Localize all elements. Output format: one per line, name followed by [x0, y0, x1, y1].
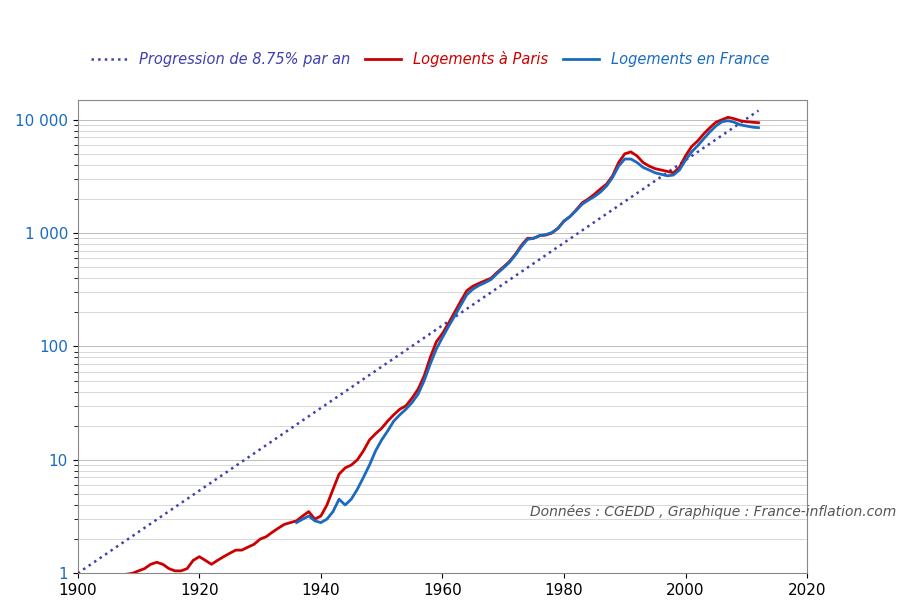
Logements à Paris	[588, 191, 599, 198]
Progression de 8.75% par an	[476, 295, 487, 303]
Logements en France	[382, 427, 393, 435]
Line: Progression de 8.75% par an: Progression de 8.75% par an	[78, 110, 758, 573]
Logements en France	[449, 313, 460, 320]
Logements en France	[722, 117, 733, 124]
Logements en France	[479, 279, 490, 286]
Logements à Paris	[91, 574, 102, 581]
Progression de 8.75% par an	[689, 150, 700, 158]
Logements à Paris	[297, 512, 308, 520]
Logements à Paris	[103, 573, 114, 581]
Logements en France	[546, 229, 557, 236]
Progression de 8.75% par an	[477, 294, 488, 302]
Line: Logements en France: Logements en France	[297, 121, 758, 522]
Logements en France	[291, 519, 302, 526]
Logements en France	[753, 124, 764, 131]
Logements à Paris	[722, 113, 733, 121]
Legend: Progression de 8.75% par an, Logements à Paris, Logements en France: Progression de 8.75% par an, Logements à…	[85, 45, 775, 73]
Logements à Paris	[96, 574, 107, 581]
Progression de 8.75% par an	[753, 107, 764, 114]
Progression de 8.75% par an	[646, 180, 657, 187]
Logements à Paris	[753, 119, 764, 126]
Logements en France	[443, 323, 454, 330]
Progression de 8.75% par an	[73, 569, 84, 577]
Progression de 8.75% par an	[74, 568, 85, 576]
Line: Logements à Paris: Logements à Paris	[78, 117, 758, 577]
Logements à Paris	[711, 118, 722, 126]
Logements en France	[492, 270, 503, 277]
Logements à Paris	[644, 162, 655, 170]
Text: Données : CGEDD , Graphique : France-inflation.com: Données : CGEDD , Graphique : France-inf…	[530, 505, 896, 519]
Progression de 8.75% par an	[489, 286, 500, 294]
Logements à Paris	[73, 569, 84, 577]
